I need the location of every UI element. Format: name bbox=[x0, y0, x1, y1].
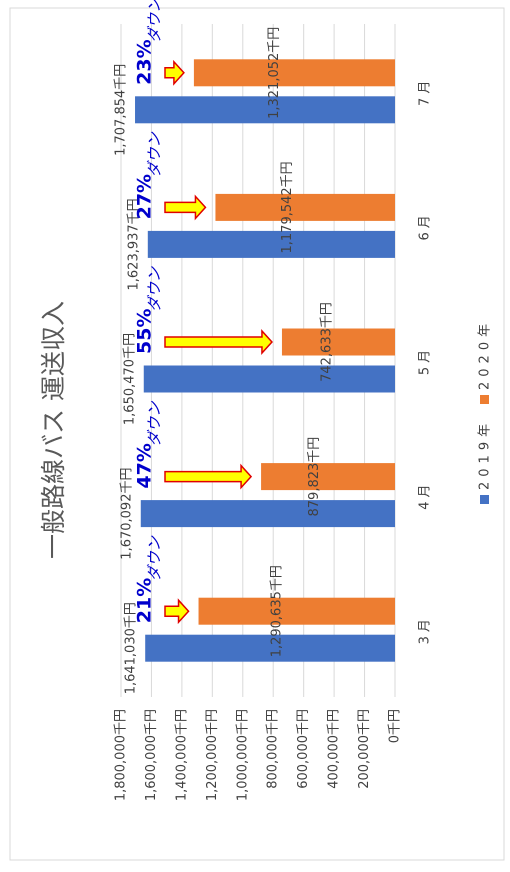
annotation-percent: 23% bbox=[134, 39, 156, 84]
y-tick-label: 400,000千円 bbox=[327, 709, 342, 789]
bar bbox=[143, 365, 395, 393]
y-tick-label: 1,800,000千円 bbox=[114, 709, 129, 801]
down-arrow bbox=[164, 463, 253, 490]
data-label: 1,670,092千円 bbox=[119, 468, 134, 560]
y-tick-label: 1,400,000千円 bbox=[174, 709, 189, 801]
data-label: 1,623,937千円 bbox=[126, 198, 141, 290]
y-tick-label: 200,000千円 bbox=[357, 709, 372, 789]
bar bbox=[281, 328, 395, 356]
data-label: 1,290,635千円 bbox=[270, 565, 285, 657]
annotation-text: ダウン bbox=[146, 401, 164, 447]
legend-label: 2019年 bbox=[478, 419, 493, 490]
down-arrow bbox=[164, 598, 190, 625]
x-tick-label: 7月 bbox=[418, 77, 433, 106]
annotation-text: ダウン bbox=[146, 266, 164, 312]
legend-swatch bbox=[480, 395, 489, 404]
bar bbox=[198, 597, 395, 625]
bar bbox=[215, 193, 395, 221]
bar bbox=[147, 230, 395, 258]
y-tick-label: 600,000千円 bbox=[296, 709, 311, 789]
annotation-percent: 21% bbox=[134, 578, 156, 623]
chart-border bbox=[9, 7, 505, 861]
x-tick-label: 4月 bbox=[418, 480, 433, 509]
legend-swatch bbox=[480, 495, 489, 504]
y-tick-label: 1,200,000千円 bbox=[205, 709, 220, 801]
annotation-percent: 47% bbox=[134, 443, 156, 488]
data-label: 1,707,854千円 bbox=[114, 64, 129, 156]
bar bbox=[140, 500, 395, 528]
annotation-percent: 55% bbox=[134, 309, 156, 354]
annotation-text: ダウン bbox=[146, 535, 164, 581]
annotation-text: ダウン bbox=[146, 131, 164, 177]
down-arrow bbox=[164, 329, 273, 355]
down-arrow bbox=[164, 59, 185, 86]
rotated-chart: 一般路線バス 運送収入 0千円 200,000千円 400,000千円 600,000… bbox=[39, 0, 493, 801]
annotation-text: ダウン bbox=[146, 0, 164, 43]
data-label: 742,633千円 bbox=[320, 302, 335, 382]
bar bbox=[193, 59, 395, 87]
y-tick-label: 1,000,000千円 bbox=[235, 709, 250, 801]
data-label: 879,823千円 bbox=[307, 437, 322, 517]
y-tick-label: 0千円 bbox=[388, 709, 403, 743]
chart-title: 一般路線バス 運送収入 bbox=[39, 301, 68, 559]
x-tick-label: 6月 bbox=[418, 211, 433, 240]
x-tick-label: 5月 bbox=[418, 346, 433, 375]
legend-label: 2020年 bbox=[478, 319, 493, 390]
bar bbox=[261, 463, 395, 491]
annotation-percent: 27% bbox=[134, 174, 156, 219]
y-tick-label: 1,600,000千円 bbox=[144, 709, 159, 801]
y-tick-label: 800,000千円 bbox=[266, 709, 281, 789]
data-label: 1,641,030千円 bbox=[124, 602, 139, 694]
bar bbox=[135, 96, 395, 124]
down-arrow bbox=[164, 194, 207, 221]
data-label: 1,321,052千円 bbox=[267, 27, 282, 119]
data-label: 1,179,542千円 bbox=[280, 161, 295, 253]
x-tick-label: 3月 bbox=[418, 615, 433, 644]
bar bbox=[145, 634, 395, 662]
data-label: 1,650,470千円 bbox=[122, 333, 137, 425]
